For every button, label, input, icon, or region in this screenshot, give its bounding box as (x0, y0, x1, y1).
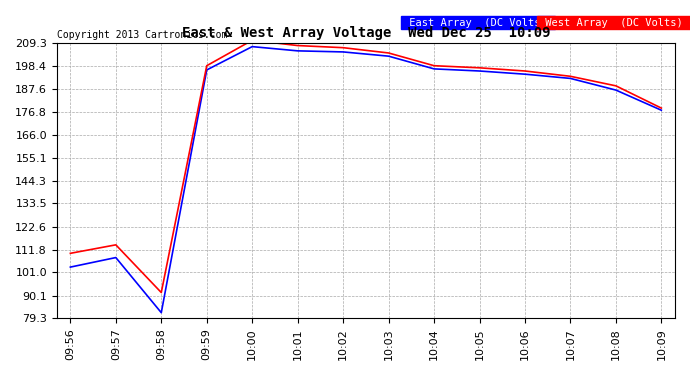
Text: East Array  (DC Volts): East Array (DC Volts) (403, 18, 553, 28)
Title: East & West Array Voltage  Wed Dec 25  10:09: East & West Array Voltage Wed Dec 25 10:… (181, 26, 550, 40)
Text: West Array  (DC Volts): West Array (DC Volts) (539, 18, 689, 28)
Text: Copyright 2013 Cartronics.com: Copyright 2013 Cartronics.com (57, 30, 227, 40)
